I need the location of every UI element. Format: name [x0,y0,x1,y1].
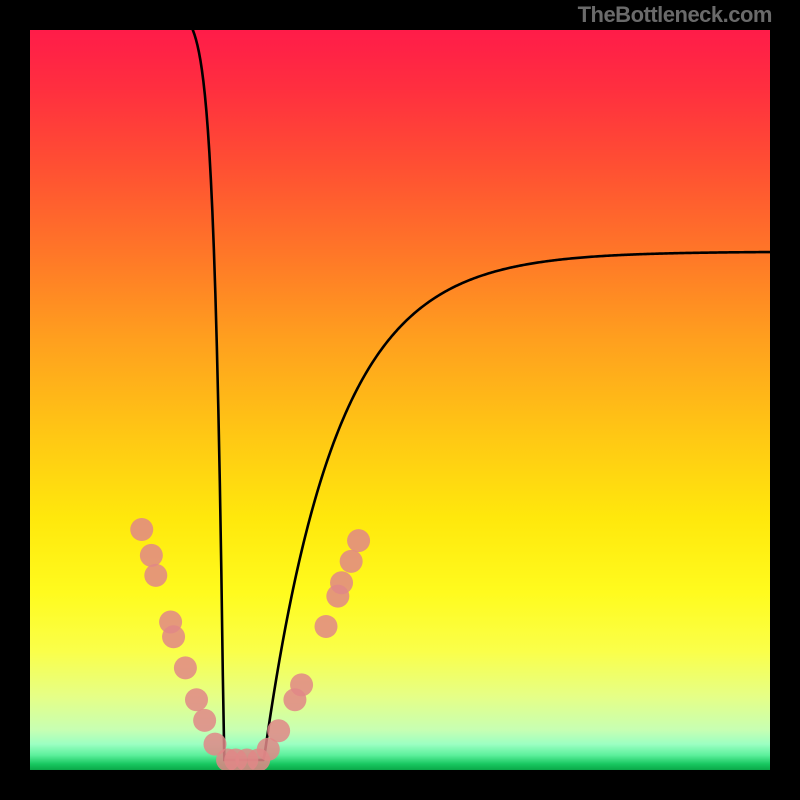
data-marker [267,719,290,742]
data-marker [144,564,167,587]
chart-svg [0,0,800,800]
data-marker [174,656,197,679]
watermark-text: TheBottleneck.com [578,2,772,28]
data-marker [140,544,163,567]
data-marker [162,625,185,648]
data-marker [347,529,370,552]
chart-container: TheBottleneck.com [0,0,800,800]
data-marker [130,518,153,541]
data-marker [330,571,353,594]
data-marker [315,615,338,638]
data-marker [185,688,208,711]
data-marker [193,709,216,732]
data-marker [290,673,313,696]
data-marker [340,550,363,573]
